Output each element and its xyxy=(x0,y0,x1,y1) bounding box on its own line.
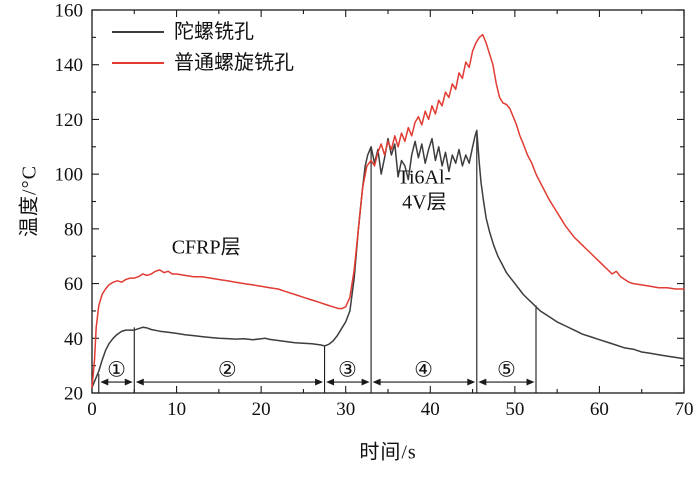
y-tick-label: 60 xyxy=(64,274,83,295)
legend-item-helical-milling: 普通螺旋铣孔 xyxy=(112,47,294,78)
series-line-0 xyxy=(91,129,685,389)
stage-arrowhead-right-0 xyxy=(124,378,133,386)
y-tick-label: 20 xyxy=(64,384,83,405)
x-tick-label: 0 xyxy=(87,399,97,420)
x-tick-label: 60 xyxy=(590,399,609,420)
x-tick-label: 70 xyxy=(675,399,694,420)
stage-arrowhead-right-2 xyxy=(361,378,370,386)
y-tick-label: 120 xyxy=(55,110,84,131)
legend-label-gyro-milling: 陀螺铣孔 xyxy=(174,20,254,43)
stage-arrowhead-left-3 xyxy=(372,378,381,386)
stage-arrowhead-right-1 xyxy=(315,378,324,386)
x-tick-label: 20 xyxy=(252,399,271,420)
gyro-milling-line-swatch xyxy=(112,30,164,33)
stage-arrowhead-right-4 xyxy=(526,378,535,386)
legend: 陀螺铣孔 普通螺旋铣孔 xyxy=(112,16,294,78)
stage-arrowhead-left-2 xyxy=(326,378,335,386)
x-tick-label: 30 xyxy=(336,399,355,420)
stage-arrowhead-left-1 xyxy=(135,378,144,386)
y-axis-title: 温度/°C xyxy=(18,165,41,237)
x-tick-label: 10 xyxy=(167,399,186,420)
helical-milling-line-swatch xyxy=(112,61,164,64)
x-tick-label: 50 xyxy=(505,399,524,420)
stage-arrowhead-left-4 xyxy=(478,378,487,386)
legend-label-helical-milling: 普通螺旋铣孔 xyxy=(174,51,294,74)
y-tick-label: 100 xyxy=(55,165,84,186)
stage-number-label-3: ④ xyxy=(414,358,433,382)
y-tick-label: 160 xyxy=(55,1,84,22)
stage-arrowhead-left-0 xyxy=(100,378,109,386)
y-tick-label: 140 xyxy=(55,55,84,76)
layer-annotation-1: Ti6Al-4V层 xyxy=(397,167,451,214)
stage-arrowhead-right-3 xyxy=(467,378,476,386)
stage-number-label-4: ⑤ xyxy=(497,358,516,382)
legend-item-gyro-milling: 陀螺铣孔 xyxy=(112,16,294,47)
layer-annotation-0: CFRP层 xyxy=(172,236,241,258)
x-tick-label: 40 xyxy=(421,399,440,420)
stage-number-label-2: ③ xyxy=(338,358,357,382)
x-axis-title: 时间/s xyxy=(359,441,417,464)
stage-number-label-1: ② xyxy=(218,358,237,382)
stage-number-label-0: ① xyxy=(107,358,126,382)
y-tick-label: 40 xyxy=(64,329,83,350)
y-tick-label: 80 xyxy=(64,219,83,240)
series-line-1 xyxy=(91,33,685,389)
